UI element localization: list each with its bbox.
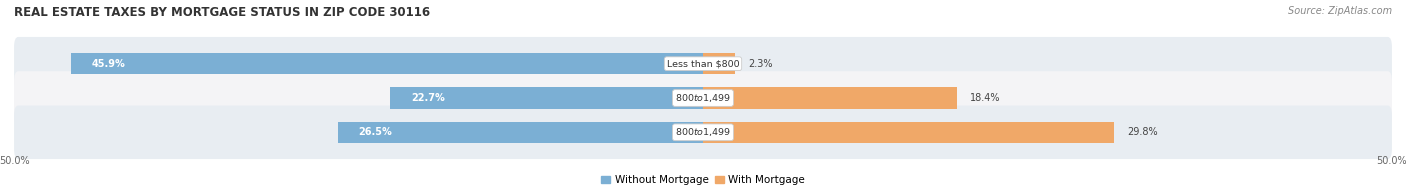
Text: 2.3%: 2.3% (748, 59, 773, 69)
FancyBboxPatch shape (14, 106, 1392, 159)
Text: Less than $800: Less than $800 (666, 59, 740, 68)
Text: REAL ESTATE TAXES BY MORTGAGE STATUS IN ZIP CODE 30116: REAL ESTATE TAXES BY MORTGAGE STATUS IN … (14, 6, 430, 19)
Text: 18.4%: 18.4% (970, 93, 1001, 103)
Text: Source: ZipAtlas.com: Source: ZipAtlas.com (1288, 6, 1392, 16)
Bar (337, 122, 703, 143)
FancyBboxPatch shape (14, 37, 1392, 91)
Bar (391, 87, 703, 109)
Text: 22.7%: 22.7% (411, 93, 444, 103)
Text: 45.9%: 45.9% (91, 59, 125, 69)
Text: $800 to $1,499: $800 to $1,499 (675, 126, 731, 138)
Bar (70, 53, 703, 74)
Text: 26.5%: 26.5% (359, 127, 392, 137)
Text: 29.8%: 29.8% (1128, 127, 1159, 137)
Bar (703, 122, 1114, 143)
Legend: Without Mortgage, With Mortgage: Without Mortgage, With Mortgage (598, 171, 808, 189)
Bar (703, 87, 956, 109)
Text: $800 to $1,499: $800 to $1,499 (675, 92, 731, 104)
FancyBboxPatch shape (14, 71, 1392, 125)
Bar (703, 53, 735, 74)
